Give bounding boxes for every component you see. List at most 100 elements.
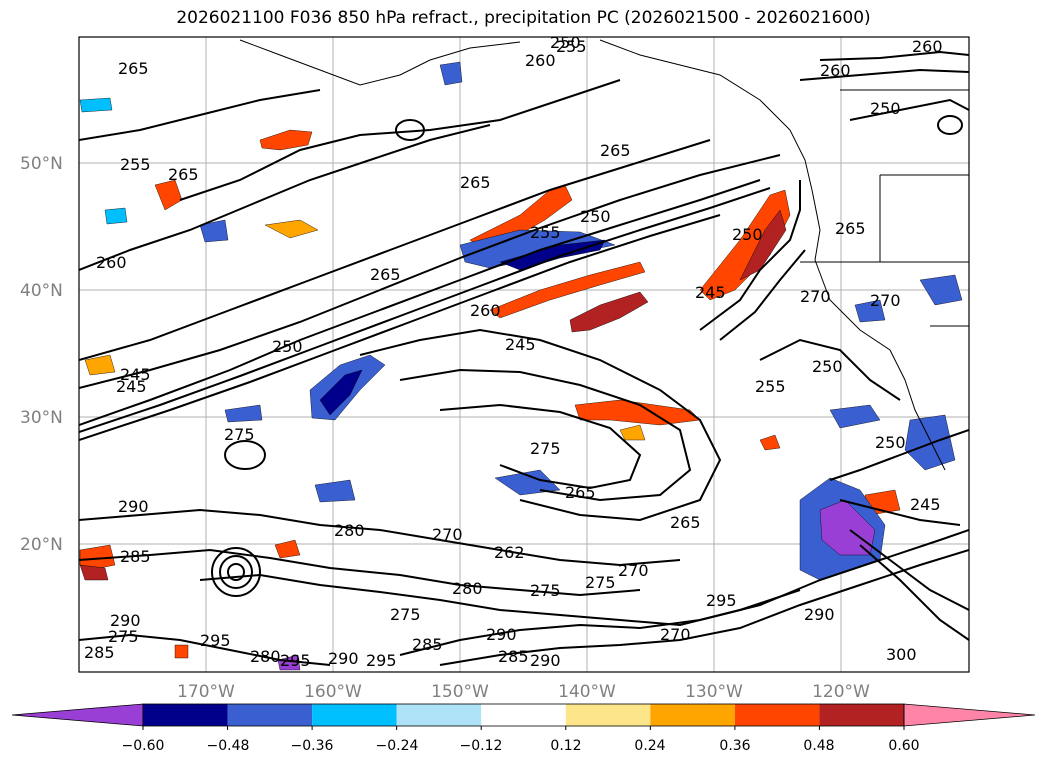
colorbar-tick-label: 0.12	[550, 738, 581, 754]
colorbar-segment	[734, 704, 820, 726]
contour-label: 265	[565, 483, 596, 502]
contour-label: 260	[820, 61, 851, 80]
contour-labels: 265 260 255 250 265 265 255 260 265 255 …	[84, 33, 943, 670]
contour-label: 290	[118, 497, 149, 516]
colorbar-extend-high	[903, 703, 1036, 727]
contour-label: 270	[870, 291, 901, 310]
contour-label: 275	[390, 605, 421, 624]
lon-label-170w: 170°W	[177, 682, 235, 702]
map-frame	[78, 36, 970, 673]
contour-label: 260	[470, 301, 501, 320]
colorbar-segment	[143, 704, 228, 726]
lon-label-130w: 130°W	[685, 682, 743, 702]
contour-label: 290	[530, 651, 561, 670]
contour-label: 250	[272, 337, 303, 356]
contour-label: 290	[110, 611, 141, 630]
contour-label: 265	[118, 59, 149, 78]
contour-label: 295	[280, 651, 311, 670]
contour-label: 295	[366, 651, 397, 670]
colorbar-segment	[819, 704, 904, 726]
contour-label: 300	[886, 645, 917, 664]
lon-label-150w: 150°W	[431, 682, 489, 702]
contour-label: 265	[600, 141, 631, 160]
colorbar-segment	[227, 704, 313, 726]
colorbar-tick-label: −0.12	[460, 738, 503, 754]
contour-label: 255	[755, 377, 786, 396]
contour-label: 275	[530, 581, 561, 600]
contour-label: 245	[505, 335, 536, 354]
colorbar-tick-label: 0.36	[719, 738, 750, 754]
contour-label: 290	[804, 605, 835, 624]
contour-label: 260	[525, 51, 556, 70]
colorbar-tick-label: −0.24	[376, 738, 419, 754]
colorbar	[11, 703, 1036, 730]
lat-label-30n: 30°N	[20, 408, 63, 428]
colorbar-segment	[396, 704, 482, 726]
figure-title: 2026021100 F036 850 hPa refract., precip…	[176, 8, 871, 28]
colorbar-tick-label: −0.60	[122, 738, 165, 754]
colorbar-border	[142, 703, 905, 727]
contour-label: 275	[585, 573, 616, 592]
colorbar-tick-label: −0.48	[207, 738, 250, 754]
contour-label: 245	[116, 377, 147, 396]
contour-label: 280	[334, 521, 365, 540]
positive-anomaly-patches	[79, 129, 901, 659]
colorbar-tick-label: 0.24	[634, 738, 665, 754]
contour-label: 265	[670, 513, 701, 532]
contour-label: 295	[200, 631, 231, 650]
contour-label: 275	[224, 425, 255, 444]
contour-label: 260	[96, 253, 127, 272]
contour-label: 265	[835, 219, 866, 238]
colorbar-segment	[312, 704, 397, 726]
contour-label: 270	[432, 525, 463, 544]
contour-label: 245	[695, 283, 726, 302]
contour-label: 245	[120, 365, 151, 384]
contour-label: 265	[460, 173, 491, 192]
contour-label: 285	[84, 643, 115, 662]
contour-label: 262	[494, 543, 525, 562]
latitude-labels: 50°N 40°N 30°N 20°N	[20, 154, 63, 555]
colorbar-labels: −0.60 −0.48 −0.36 −0.24 −0.12 0.12 0.24 …	[122, 738, 920, 754]
contour-label: 260	[912, 37, 943, 56]
contour-label: 280	[250, 647, 281, 666]
contour-label: 250	[550, 33, 581, 52]
colorbar-tick-label: 0.48	[803, 738, 834, 754]
colorbar-segment	[481, 704, 566, 726]
contour-label: 245	[910, 495, 941, 514]
coastlines	[239, 39, 969, 471]
colorbar-segment	[650, 704, 735, 726]
colorbar-tick-label: −0.36	[291, 738, 334, 754]
contour-label: 255	[530, 223, 561, 242]
contour-label: 250	[870, 99, 901, 118]
longitude-labels: 170°W 160°W 150°W 140°W 130°W 120°W	[177, 682, 870, 702]
contour-label: 270	[800, 287, 831, 306]
contour-label: 275	[108, 627, 139, 646]
refractivity-contours	[79, 50, 969, 666]
contour-label: 250	[732, 225, 763, 244]
contour-label: 250	[812, 357, 843, 376]
contour-label: 285	[498, 647, 529, 666]
lat-label-50n: 50°N	[20, 154, 63, 174]
contour-label: 255	[556, 37, 587, 56]
contour-label: 275	[530, 439, 561, 458]
contour-label: 290	[486, 625, 517, 644]
colorbar-extend-low	[11, 703, 144, 727]
contour-label: 250	[875, 433, 906, 452]
contour-label: 265	[370, 265, 401, 284]
contour-label: 280	[452, 579, 483, 598]
contour-label: 265	[168, 165, 199, 184]
lon-label-140w: 140°W	[558, 682, 616, 702]
colorbar-segment	[565, 704, 651, 726]
contour-label: 285	[120, 547, 151, 566]
lon-label-160w: 160°W	[304, 682, 362, 702]
lat-label-20n: 20°N	[20, 535, 63, 555]
contour-label: 255	[120, 155, 151, 174]
colorbar-tick-label: 0.60	[888, 738, 919, 754]
contour-label: 270	[618, 561, 649, 580]
lon-label-120w: 120°W	[812, 682, 870, 702]
contour-label: 290	[328, 649, 359, 668]
lat-label-40n: 40°N	[20, 281, 63, 301]
contour-label: 250	[580, 207, 611, 226]
contour-label: 285	[412, 635, 443, 654]
